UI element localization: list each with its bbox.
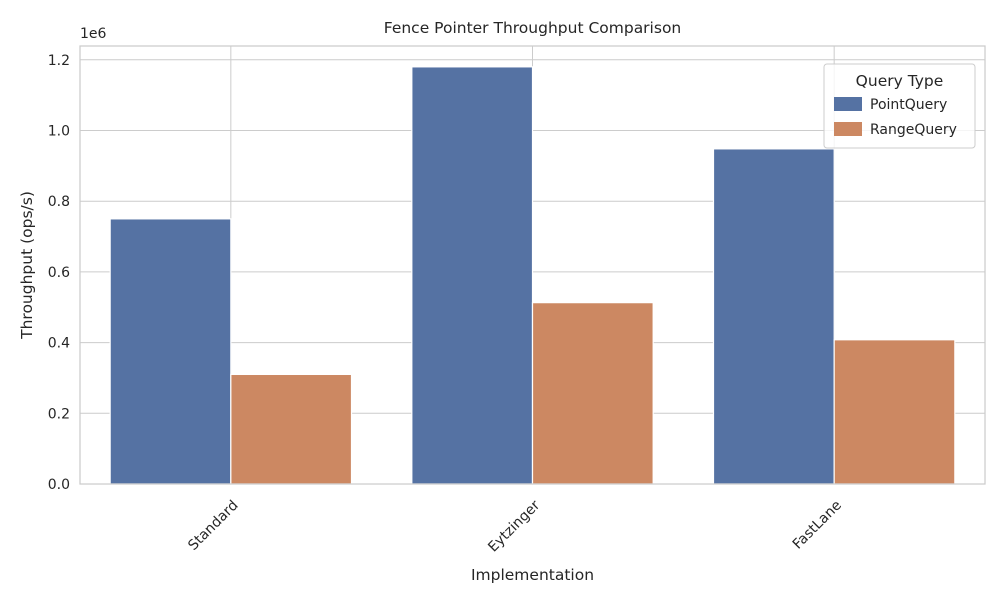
- y-scale-label: 1e6: [80, 26, 107, 42]
- bar-rangequery-standard: [230, 373, 353, 485]
- bar-rangequery-eytzinger: [531, 302, 654, 485]
- y-tick-label: 1.0: [48, 123, 70, 139]
- bar-rangequery-fastlane: [833, 339, 956, 485]
- legend: Query Type PointQuery RangeQuery: [823, 63, 976, 149]
- legend-label-rangequery: RangeQuery: [870, 122, 957, 138]
- bars: [109, 66, 956, 485]
- legend-swatch-pointquery: [834, 97, 862, 111]
- legend-label-pointquery: PointQuery: [870, 97, 947, 113]
- bar-pointquery-standard: [109, 218, 232, 485]
- legend-items: PointQuery RangeQuery: [834, 97, 957, 138]
- chart-title: Fence Pointer Throughput Comparison: [384, 19, 682, 37]
- legend-swatch-rangequery: [834, 122, 862, 136]
- y-tick-label: 0.0: [48, 477, 70, 493]
- bar-pointquery-fastlane: [712, 148, 835, 485]
- x-axis-title: Implementation: [471, 566, 594, 584]
- y-tick-label: 0.8: [48, 194, 70, 210]
- legend-title: Query Type: [856, 72, 944, 90]
- y-tick-label: 0.2: [48, 406, 70, 422]
- y-axis-title: Throughput (ops/s): [18, 191, 36, 340]
- bar-pointquery-eytzinger: [411, 66, 534, 485]
- y-tick-labels: 0.0 0.2 0.4 0.6 0.8 1.0 1.2: [48, 53, 70, 493]
- y-tick-label: 0.6: [48, 265, 70, 281]
- y-tick-label: 1.2: [48, 53, 70, 69]
- plot-frame: [79, 45, 986, 485]
- y-tick-label: 0.4: [48, 336, 70, 352]
